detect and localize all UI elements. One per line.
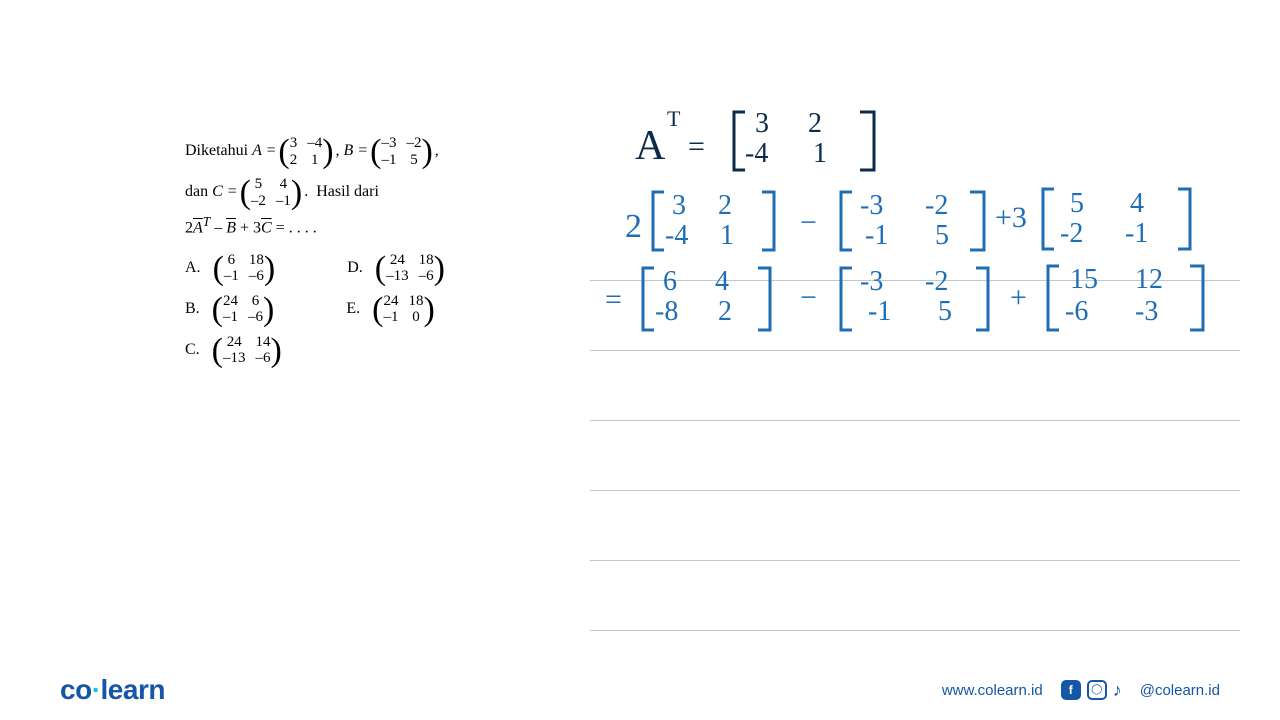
colearn-logo: co·learn (60, 674, 165, 706)
social-icons: f ◯ ♪ (1061, 680, 1122, 701)
hand-T: T (667, 108, 680, 130)
tiktok-icon: ♪ (1113, 680, 1122, 701)
C-label: C = (212, 181, 237, 203)
expression: 2AT – B + 3C = . . . . (185, 213, 585, 240)
hand-A: A (635, 125, 665, 167)
hasil-text: Hasil dari (316, 181, 379, 203)
instagram-icon: ◯ (1087, 680, 1107, 700)
A-label: A = (252, 140, 276, 162)
hand-eq: = (688, 132, 705, 162)
footer-url: www.colearn.id (942, 682, 1043, 699)
footer-handle: @colearn.id (1140, 682, 1220, 699)
problem-block: Diketahui A = ( 3–4 21 ), B = ( –3–2 –15… (185, 135, 585, 375)
handwriting-area: A T = 3 2 -4 1 2 3 2 -4 1 − -3 -2 -1 5 +… (590, 100, 1240, 600)
B-label: B = (344, 140, 369, 162)
answer-choices: A. ( 618 –1–6 ) D. ( 2418 –13–6 ) B. ( 2… (185, 252, 585, 367)
intro-text: Diketahui (185, 140, 248, 162)
dan-text: dan (185, 181, 208, 203)
footer: co·learn www.colearn.id f ◯ ♪ @colearn.i… (0, 660, 1280, 720)
facebook-icon: f (1061, 680, 1081, 700)
